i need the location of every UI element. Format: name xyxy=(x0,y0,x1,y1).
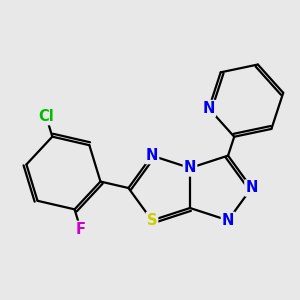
Text: N: N xyxy=(222,213,234,228)
Text: F: F xyxy=(76,222,86,237)
Text: Cl: Cl xyxy=(38,109,54,124)
Text: N: N xyxy=(203,101,215,116)
Text: N: N xyxy=(146,148,158,163)
Text: S: S xyxy=(147,213,157,228)
Text: N: N xyxy=(184,160,196,175)
Text: N: N xyxy=(245,181,258,196)
